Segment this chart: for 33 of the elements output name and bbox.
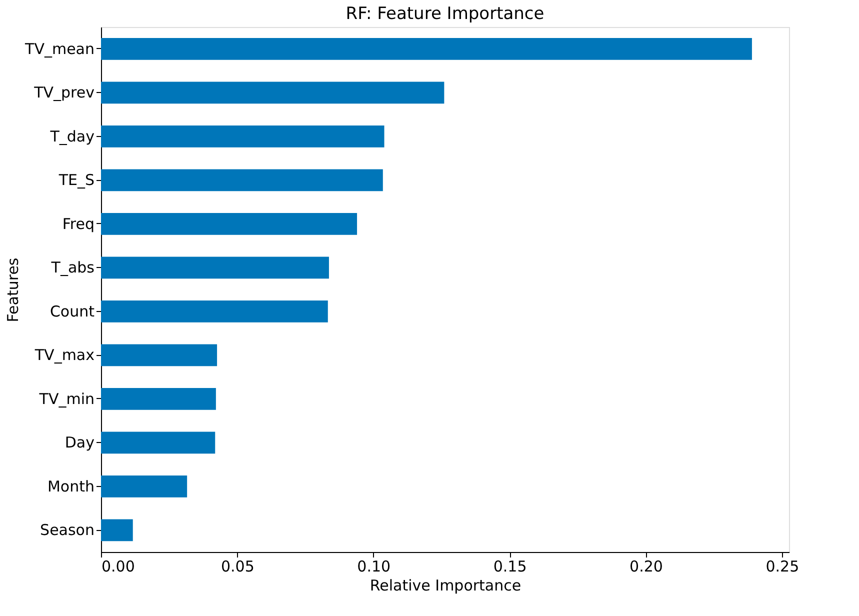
y-tick-label: Day — [64, 434, 95, 452]
bar — [101, 300, 328, 322]
bar — [101, 344, 218, 366]
x-tick-label: 0.15 — [493, 558, 527, 576]
bar — [101, 169, 383, 192]
y-tick-label: T_abs — [50, 258, 95, 277]
y-tick-label: TE_S — [58, 171, 94, 190]
bar — [101, 432, 216, 454]
x-tick-label: 0.10 — [357, 558, 391, 576]
bar — [101, 256, 329, 279]
bar — [101, 82, 444, 104]
y-tick-label: Freq — [62, 214, 94, 233]
y-tick-label: Season — [40, 521, 94, 540]
y-axis-title: Features — [4, 258, 22, 322]
bar — [101, 212, 358, 235]
y-tick-label: TV_max — [34, 346, 95, 364]
x-tick-label: 0.25 — [766, 558, 800, 576]
y-tick-label: TV_mean — [24, 40, 94, 58]
y-tick-label: TV_min — [38, 390, 94, 408]
bar — [101, 519, 133, 542]
y-tick-label: T_day — [49, 127, 95, 146]
x-tick-label: 0.05 — [220, 558, 254, 576]
bar — [101, 125, 384, 148]
x-axis-title: Relative Importance — [370, 576, 522, 594]
y-tick-label: Month — [47, 477, 94, 496]
x-tick-label: 0.20 — [630, 558, 663, 576]
bar — [101, 475, 188, 498]
bar — [101, 38, 752, 60]
y-tick-label: Count — [50, 302, 95, 320]
bar — [101, 388, 216, 410]
y-tick-label: TV_prev — [33, 84, 95, 102]
x-tick-label: 0.00 — [102, 558, 135, 576]
chart-title: RF: Feature Importance — [346, 4, 544, 24]
